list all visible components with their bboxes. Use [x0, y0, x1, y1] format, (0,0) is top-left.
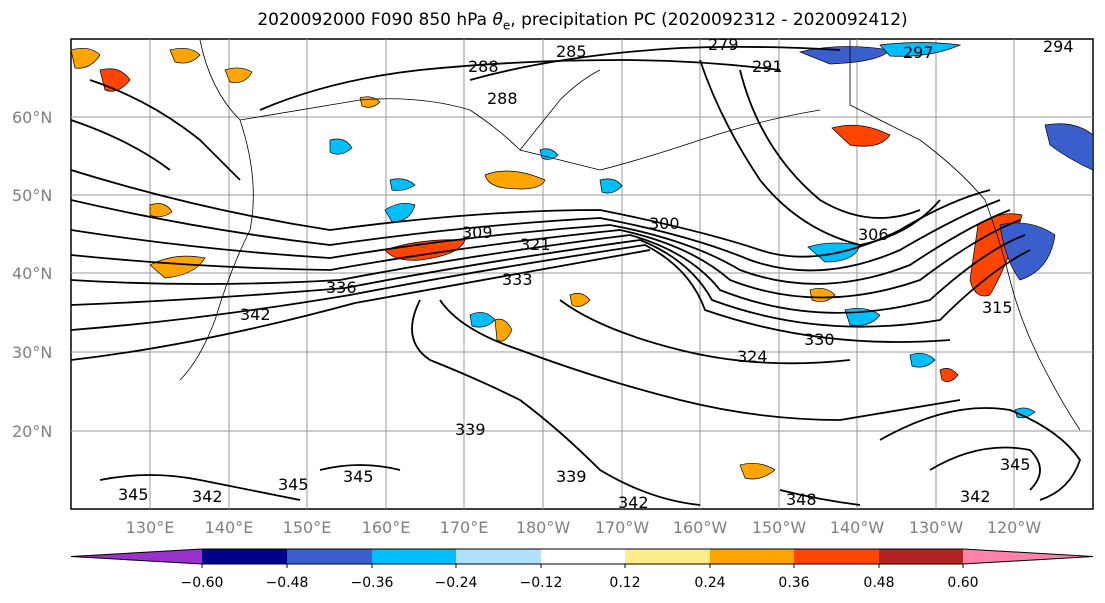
lat-label: 50°N [12, 186, 52, 205]
lon-label: 120°W [987, 518, 1042, 537]
colorbar-swatch [963, 549, 1093, 564]
colorbar-tick-label: −0.36 [351, 575, 394, 591]
colorbar-swatch [794, 549, 879, 564]
lon-label: 130°E [126, 518, 175, 537]
contour-label: 342 [618, 493, 649, 512]
colorbar-tick-label: −0.12 [520, 575, 563, 591]
lat-label: 20°N [12, 422, 52, 441]
contour-label: 297 [903, 43, 934, 62]
coastlines [179, 39, 1081, 431]
lat-label: 30°N [12, 343, 52, 362]
contour-label: 315 [982, 298, 1013, 317]
map-title: 2020092000 F090 850 hPa θe, precipitatio… [257, 10, 908, 33]
colorbar-tick-label: 0.12 [609, 575, 640, 591]
contour-label: 342 [192, 487, 223, 506]
colorbar-tick-label: 0.24 [694, 575, 725, 591]
contour-label: 306 [858, 225, 889, 244]
theta-e-contours [71, 45, 1081, 506]
lon-label: 140°E [205, 518, 254, 537]
lon-label: 150°W [752, 518, 807, 537]
contour-label: 345 [343, 467, 374, 486]
contour-label: 300 [649, 214, 680, 233]
colorbar-tick-label: −0.60 [181, 575, 224, 591]
contour-labels: 279 285 288 288 291 294 297 300 306 309 … [118, 35, 1074, 512]
colorbar-swatch [71, 549, 202, 564]
contour-label: 279 [708, 35, 739, 54]
colorbar-swatch [456, 549, 541, 564]
contour-label: 345 [1000, 455, 1031, 474]
colorbar-swatch [625, 549, 710, 564]
colorbar-tick-label: −0.24 [435, 575, 478, 591]
colorbar-swatch [202, 549, 287, 564]
lon-label: 160°E [362, 518, 411, 537]
colorbar-tick-label: −0.48 [266, 575, 309, 591]
contour-label: 345 [278, 475, 309, 494]
contour-label: 342 [960, 487, 991, 506]
lon-label: 140°W [830, 518, 885, 537]
contour-label: 339 [556, 467, 587, 486]
colorbar-swatch [879, 549, 963, 564]
contour-label: 330 [804, 330, 835, 349]
contour-label: 339 [455, 420, 486, 439]
lat-label: 40°N [12, 264, 52, 283]
contour-label: 288 [468, 57, 499, 76]
contour-label: 288 [487, 89, 518, 108]
colorbar-tick-label: 0.60 [947, 575, 978, 591]
graticule [71, 39, 1093, 509]
contour-label: 342 [240, 305, 271, 324]
colorbar-swatch [710, 549, 794, 564]
lat-label: 60°N [12, 108, 52, 127]
contour-label: 333 [502, 270, 533, 289]
contour-label: 336 [326, 278, 357, 297]
contour-label: 348 [786, 490, 817, 509]
colorbar-tick-label: 0.36 [778, 575, 809, 591]
lon-label: 150°E [283, 518, 332, 537]
colorbar-swatch [287, 549, 372, 564]
contour-label: 309 [462, 223, 493, 242]
lon-label: 130°W [909, 518, 964, 537]
colorbar-swatch [541, 549, 625, 564]
latitude-labels: 60°N 50°N 40°N 30°N 20°N [12, 108, 52, 441]
colorbar-tick-label: 0.48 [863, 575, 894, 591]
lon-label: 170°E [440, 518, 489, 537]
lon-label: 160°W [673, 518, 728, 537]
contour-label: 345 [118, 485, 149, 504]
colorbar: −0.60 −0.48 −0.36 −0.24 −0.12 0.12 0.24 0.36 0.4… [70, 548, 1094, 591]
contour-label: 291 [752, 57, 783, 76]
contour-label: 294 [1043, 37, 1074, 56]
colorbar-swatch [372, 549, 456, 564]
contour-label: 321 [520, 235, 551, 254]
longitude-labels: 130°E 140°E 150°E 160°E 170°E 180°W 170°W 160°W… [126, 518, 1042, 537]
contour-label: 324 [737, 347, 768, 366]
map-frame [70, 38, 1094, 510]
contour-label: 285 [556, 42, 587, 61]
lon-label: 170°W [595, 518, 650, 537]
lon-label: 180°W [516, 518, 571, 537]
